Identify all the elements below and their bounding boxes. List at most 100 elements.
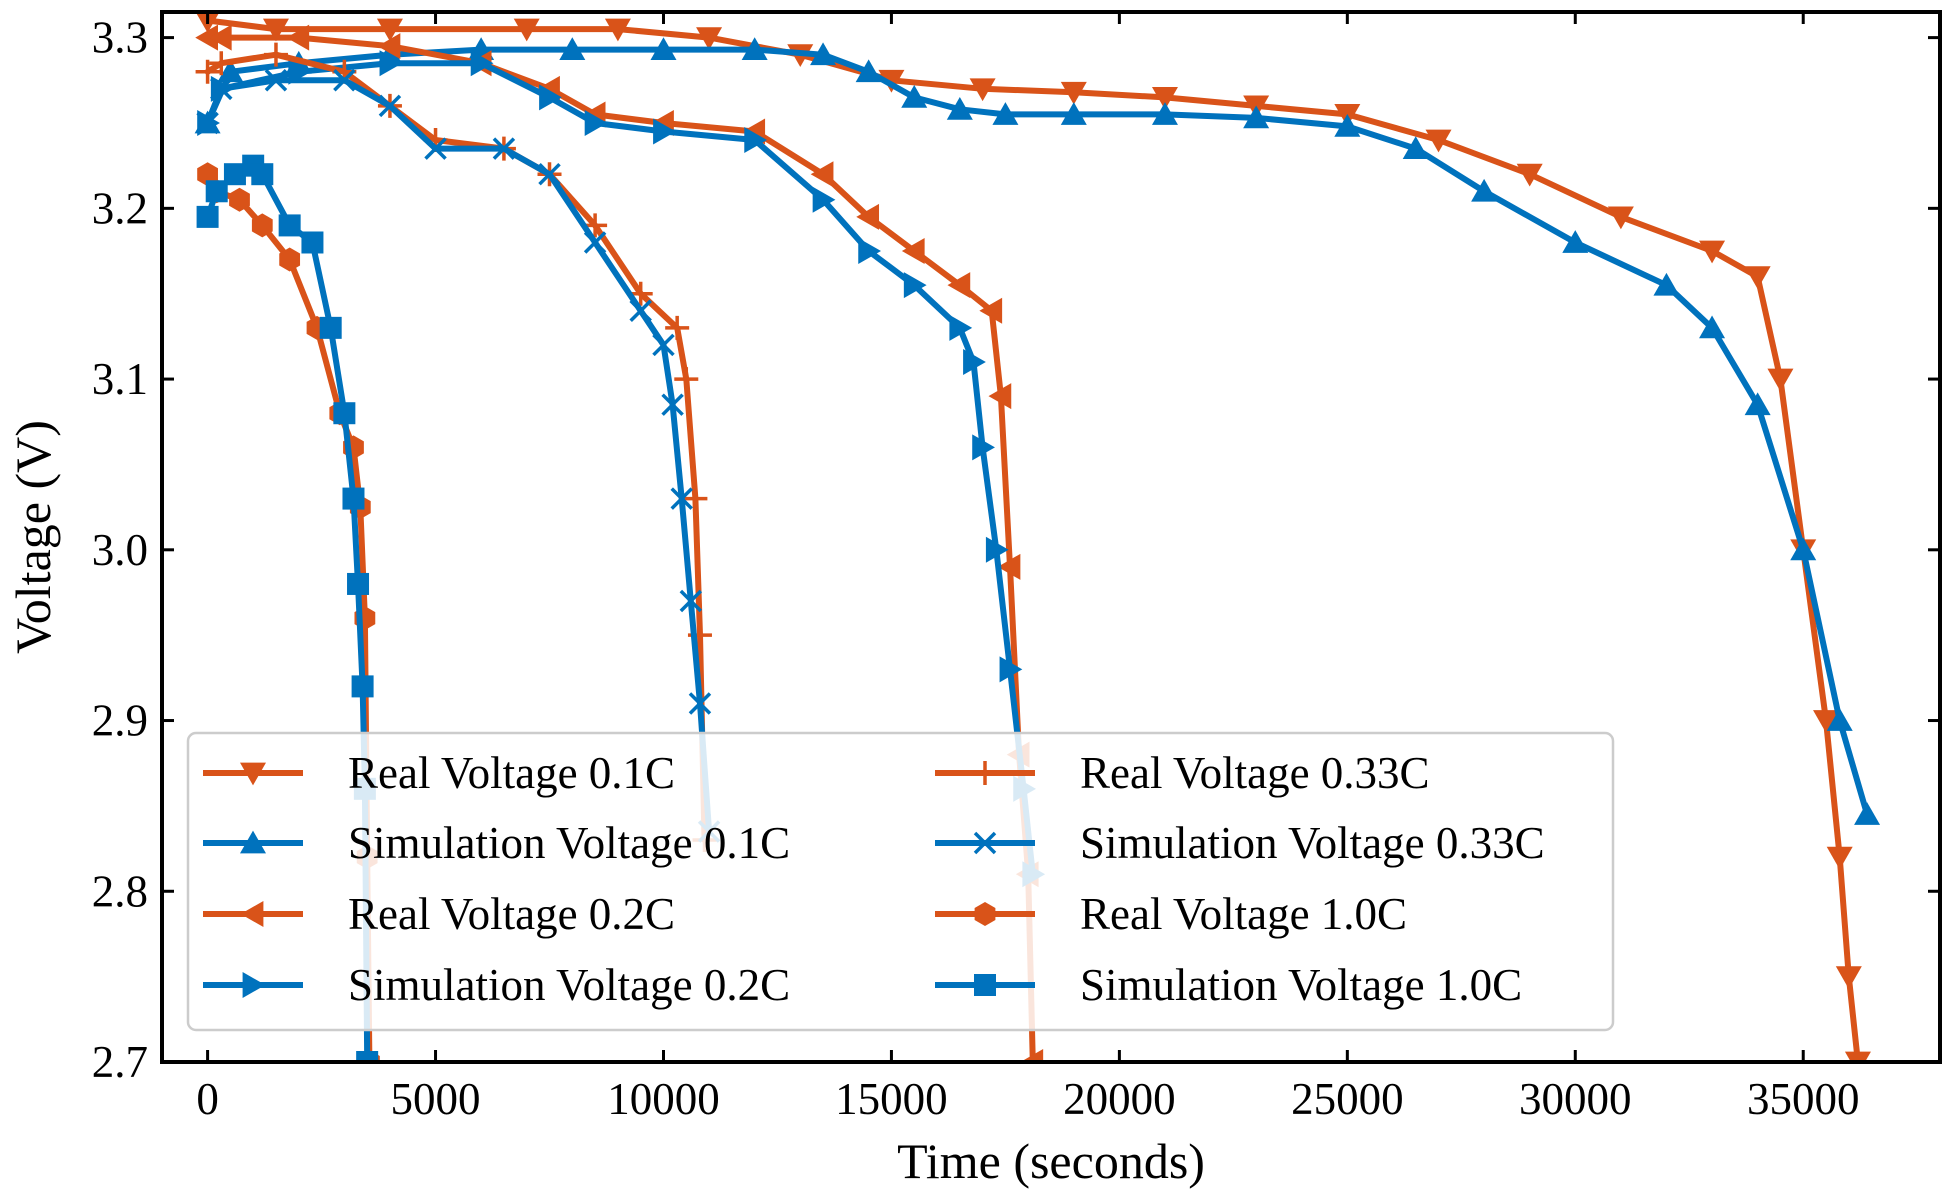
legend-item-real-voltage-1-0c: Real Voltage 1.0C xyxy=(935,889,1407,939)
legend-label: Real Voltage 0.2C xyxy=(348,889,675,939)
legend-marker xyxy=(240,901,264,927)
data-point xyxy=(217,59,244,83)
data-point xyxy=(229,187,250,212)
data-point xyxy=(1826,846,1853,870)
data-point xyxy=(665,315,690,340)
y-tick-label: 2.7 xyxy=(92,1037,148,1087)
data-point xyxy=(470,50,494,77)
legend: Real Voltage 0.1C Simulation Voltage 0.1C… xyxy=(186,731,1615,1032)
data-point xyxy=(1060,81,1087,105)
legend-item-simulation-voltage-0-33c: Simulation Voltage 0.33C xyxy=(935,818,1545,868)
data-point xyxy=(1744,266,1771,289)
data-point xyxy=(1562,230,1589,253)
data-point xyxy=(513,18,540,42)
data-point xyxy=(262,18,289,42)
data-point xyxy=(197,162,218,187)
legend-item-real-voltage-0-2c: Real Voltage 0.2C xyxy=(203,889,675,939)
x-tick-label: 30000 xyxy=(1519,1074,1632,1124)
data-point xyxy=(901,85,928,108)
data-point xyxy=(1653,272,1680,296)
x-axis-label: Time (seconds) xyxy=(897,1133,1205,1189)
data-point xyxy=(650,37,677,60)
y-tick-label: 2.8 xyxy=(92,866,148,916)
data-point xyxy=(424,137,447,160)
data-point xyxy=(652,333,675,357)
data-point xyxy=(674,367,699,392)
legend-label: Simulation Voltage 1.0C xyxy=(1080,960,1522,1010)
data-point xyxy=(1425,129,1452,153)
data-point xyxy=(1151,102,1178,125)
data-point xyxy=(661,393,684,416)
y-tick-label: 3.0 xyxy=(92,525,148,575)
data-point xyxy=(946,96,973,120)
data-point xyxy=(653,118,676,145)
data-point xyxy=(1844,1051,1871,1062)
legend-marker xyxy=(240,830,266,854)
data-point xyxy=(1767,368,1794,392)
data-point xyxy=(679,589,703,613)
data-point xyxy=(979,297,1003,324)
data-point xyxy=(333,402,356,425)
data-point xyxy=(963,349,986,375)
data-point xyxy=(688,692,712,715)
data-point xyxy=(1699,240,1726,264)
x-tick-label: 10000 xyxy=(607,1074,720,1124)
data-point xyxy=(744,127,768,154)
x-tick-label: 35000 xyxy=(1747,1074,1860,1124)
series-simulation-voltage-0-1c xyxy=(194,37,1881,825)
data-point xyxy=(209,51,234,76)
data-point xyxy=(1744,392,1771,416)
data-point xyxy=(378,94,402,118)
legend-item-real-voltage-0-1c: Real Voltage 0.1C xyxy=(203,748,675,798)
data-point xyxy=(997,553,1021,580)
data-point xyxy=(351,675,374,698)
data-point xyxy=(251,213,273,238)
data-point xyxy=(903,272,927,299)
data-point xyxy=(696,27,723,50)
data-point xyxy=(683,486,708,511)
data-point xyxy=(342,487,365,510)
data-point xyxy=(629,299,652,323)
data-point xyxy=(1151,86,1178,110)
legend-label: Simulation Voltage 0.33C xyxy=(1080,818,1545,868)
data-point xyxy=(195,24,218,51)
data-point xyxy=(251,163,274,186)
data-point xyxy=(263,42,288,67)
data-point xyxy=(208,24,232,51)
series-real-voltage-0-33c xyxy=(195,42,717,853)
data-point xyxy=(492,137,516,160)
legend-label: Simulation Voltage 0.2C xyxy=(348,960,790,1010)
data-point xyxy=(559,37,586,60)
plot-frame xyxy=(160,10,1942,1064)
data-point xyxy=(1813,710,1840,733)
y-tick-label: 3.3 xyxy=(92,13,148,63)
data-point xyxy=(195,59,220,84)
legend-label: Real Voltage 0.33C xyxy=(1080,748,1430,798)
data-point xyxy=(947,272,971,299)
data-point xyxy=(985,536,1009,563)
data-point xyxy=(1243,105,1270,129)
legend-box xyxy=(186,731,1615,1032)
data-point xyxy=(205,180,228,203)
series-line xyxy=(204,77,713,835)
data-point xyxy=(1826,708,1853,731)
legend-marker xyxy=(973,761,997,785)
y-tick-label: 2.9 xyxy=(92,696,148,746)
legend-marker xyxy=(974,974,996,996)
legend-item-real-voltage-0-33c: Real Voltage 0.33C xyxy=(935,748,1430,798)
data-point xyxy=(333,69,356,92)
legend-item-simulation-voltage-0-2c: Simulation Voltage 0.2C xyxy=(203,960,790,1010)
data-point xyxy=(377,33,401,60)
y-tick-label: 3.1 xyxy=(92,354,148,404)
data-point xyxy=(1060,102,1087,125)
data-point xyxy=(901,238,925,265)
data-point xyxy=(949,314,973,341)
data-point xyxy=(538,162,561,186)
data-point xyxy=(347,572,370,595)
data-point xyxy=(1854,802,1881,825)
data-point xyxy=(196,205,219,228)
data-point xyxy=(223,163,246,186)
data-point xyxy=(810,42,837,66)
series-line xyxy=(204,46,1871,818)
data-point xyxy=(812,186,836,213)
